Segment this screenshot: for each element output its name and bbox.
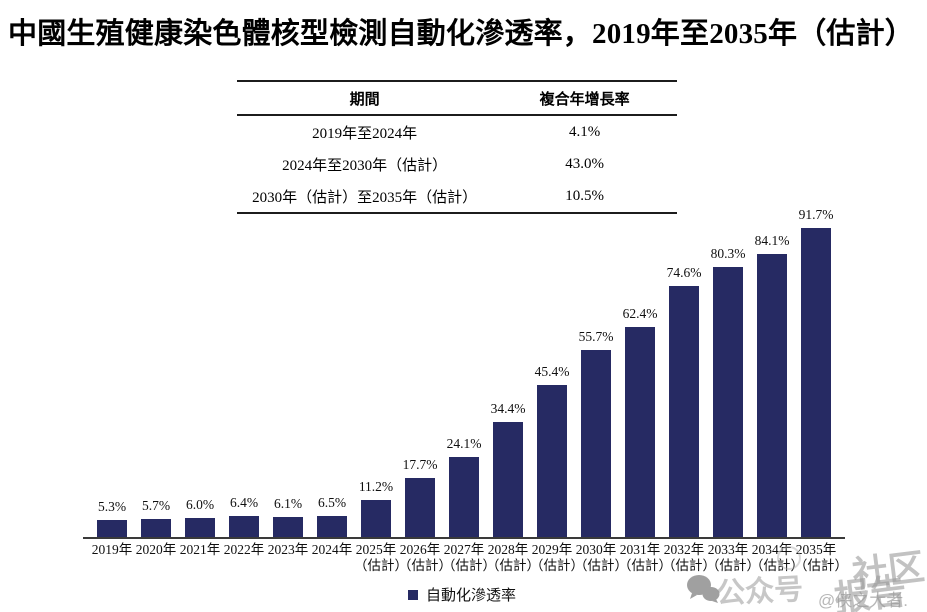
x-axis-label: 2022年: [223, 542, 265, 557]
bar-value-label: 34.4%: [490, 400, 526, 416]
bar-value-label: 62.4%: [622, 306, 658, 322]
bar: [713, 266, 743, 538]
table-row: 2024年至2030年（估計） 43.0%: [237, 148, 677, 180]
x-axis-label: 2027年 （估計）: [442, 542, 496, 573]
bar-slot: 74.6%: [662, 265, 706, 538]
bar-slot: 80.3%: [706, 246, 750, 538]
bar-value-label: 6.5%: [317, 495, 347, 511]
bar-slot: 84.1%: [750, 233, 794, 538]
wechat-icon: [687, 575, 720, 603]
cagr-cell: 43.0%: [565, 155, 604, 172]
bar-value-label: 11.2%: [358, 479, 394, 495]
chart-title: 中國生殖健康染色體核型檢測自動化滲透率，2019年至2035年（估計）: [8, 18, 915, 50]
bar-slot: 6.1%: [266, 496, 310, 538]
bar-chart: 5.3% 5.7% 6.0% 6.4% 6.1% 6.5% 11.2% 17.7% 24.1% 3…: [90, 200, 838, 538]
bar-slot: 45.4%: [530, 364, 574, 538]
bar: [405, 478, 435, 538]
cagr-cell: 10.5%: [565, 187, 604, 204]
bar: [141, 518, 171, 538]
x-axis-label: 2021年: [179, 542, 221, 557]
bar-value-label: 6.0%: [185, 496, 215, 512]
x-axis-label: 2024年: [311, 542, 353, 557]
bar: [801, 228, 831, 538]
cagr-table-header-cagr: 複合年增長率: [539, 91, 630, 108]
chart-legend: 自動化滲透率: [408, 584, 516, 605]
x-axis-label: 2031年 （估計）: [618, 542, 672, 573]
x-axis-label: 2026年 （估計）: [398, 542, 452, 573]
bar-slot: 17.7%: [398, 457, 442, 538]
x-axis-label: 2035年 （估計）: [794, 542, 848, 573]
bar-slot: 6.0%: [178, 497, 222, 538]
bar: [669, 285, 699, 538]
bar-value-label: 6.1%: [273, 496, 303, 512]
bar-value-label: 17.7%: [402, 457, 438, 473]
bar-slot: 5.3%: [90, 499, 134, 538]
table-row: 2019年至2024年 4.1%: [237, 116, 677, 148]
bar-slot: 5.7%: [134, 498, 178, 538]
bar: [757, 253, 787, 538]
legend-label: 自動化滲透率: [426, 588, 517, 604]
bar: [361, 500, 391, 538]
bar: [229, 516, 259, 538]
legend-swatch: [408, 589, 418, 600]
cagr-table-header-row: 期間 複合年增長率: [237, 82, 677, 116]
x-axis-label: 2032年 （估計）: [662, 542, 716, 573]
watermark-wechat-label: 公众号: [715, 573, 804, 611]
cagr-table: 期間 複合年增長率 2019年至2024年 4.1% 2024年至2030年（估…: [237, 80, 677, 214]
bar-value-label: 6.4%: [229, 495, 259, 511]
bar-value-label: 5.7%: [141, 497, 171, 513]
x-axis-label: 2030年 （估計）: [574, 542, 628, 573]
bar-slot: 11.2%: [354, 479, 398, 538]
cagr-cell: 4.1%: [568, 123, 601, 140]
x-axis-label: 2028年 （估計）: [486, 542, 540, 573]
period-cell: 2024年至2030年（估計）: [282, 157, 448, 174]
period-cell: 2030年（估計）至2035年（估計）: [252, 189, 478, 206]
bar-value-label: 24.1%: [446, 435, 482, 451]
bar-value-label: 80.3%: [710, 245, 746, 261]
bar-value-label: 5.3%: [97, 499, 127, 515]
watermark-handle: @侠之大者.: [818, 591, 908, 610]
x-axis-label: 2020年: [135, 542, 177, 557]
watermark-circle-mark: [777, 546, 801, 570]
bar-value-label: 84.1%: [754, 232, 790, 248]
cagr-table-header-period: 期間: [349, 91, 380, 108]
bar-slot: 34.4%: [486, 401, 530, 538]
bar-slot: 24.1%: [442, 436, 486, 538]
bar: [273, 517, 303, 538]
table-row: 2030年（估計）至2035年（估計） 10.5%: [237, 180, 677, 214]
bar: [537, 384, 567, 538]
bar: [185, 517, 215, 538]
x-axis-line: [83, 537, 845, 539]
x-axis-label: 2019年: [91, 542, 133, 557]
x-axis-label: 2023年: [267, 542, 309, 557]
x-axis-label: 2029年 （估計）: [530, 542, 584, 573]
x-axis-label: 2033年 （估計）: [706, 542, 760, 573]
bar: [317, 516, 347, 538]
bar-slot: 6.4%: [222, 495, 266, 538]
bar-slot: 6.5%: [310, 495, 354, 538]
bar: [493, 421, 523, 538]
bar: [625, 327, 655, 538]
bar: [97, 520, 127, 538]
bar-slot: 91.7%: [794, 207, 838, 538]
bar: [449, 456, 479, 538]
bar-slot: 62.4%: [618, 306, 662, 538]
bar-slot: 55.7%: [574, 329, 618, 538]
bar-value-label: 45.4%: [534, 363, 570, 379]
bar: [581, 349, 611, 538]
bar-value-label: 74.6%: [666, 264, 702, 280]
period-cell: 2019年至2024年: [312, 125, 418, 142]
bar-value-label: 91.7%: [798, 207, 834, 223]
x-axis-label: 2025年 （估計）: [354, 542, 408, 573]
bar-value-label: 55.7%: [578, 328, 614, 344]
